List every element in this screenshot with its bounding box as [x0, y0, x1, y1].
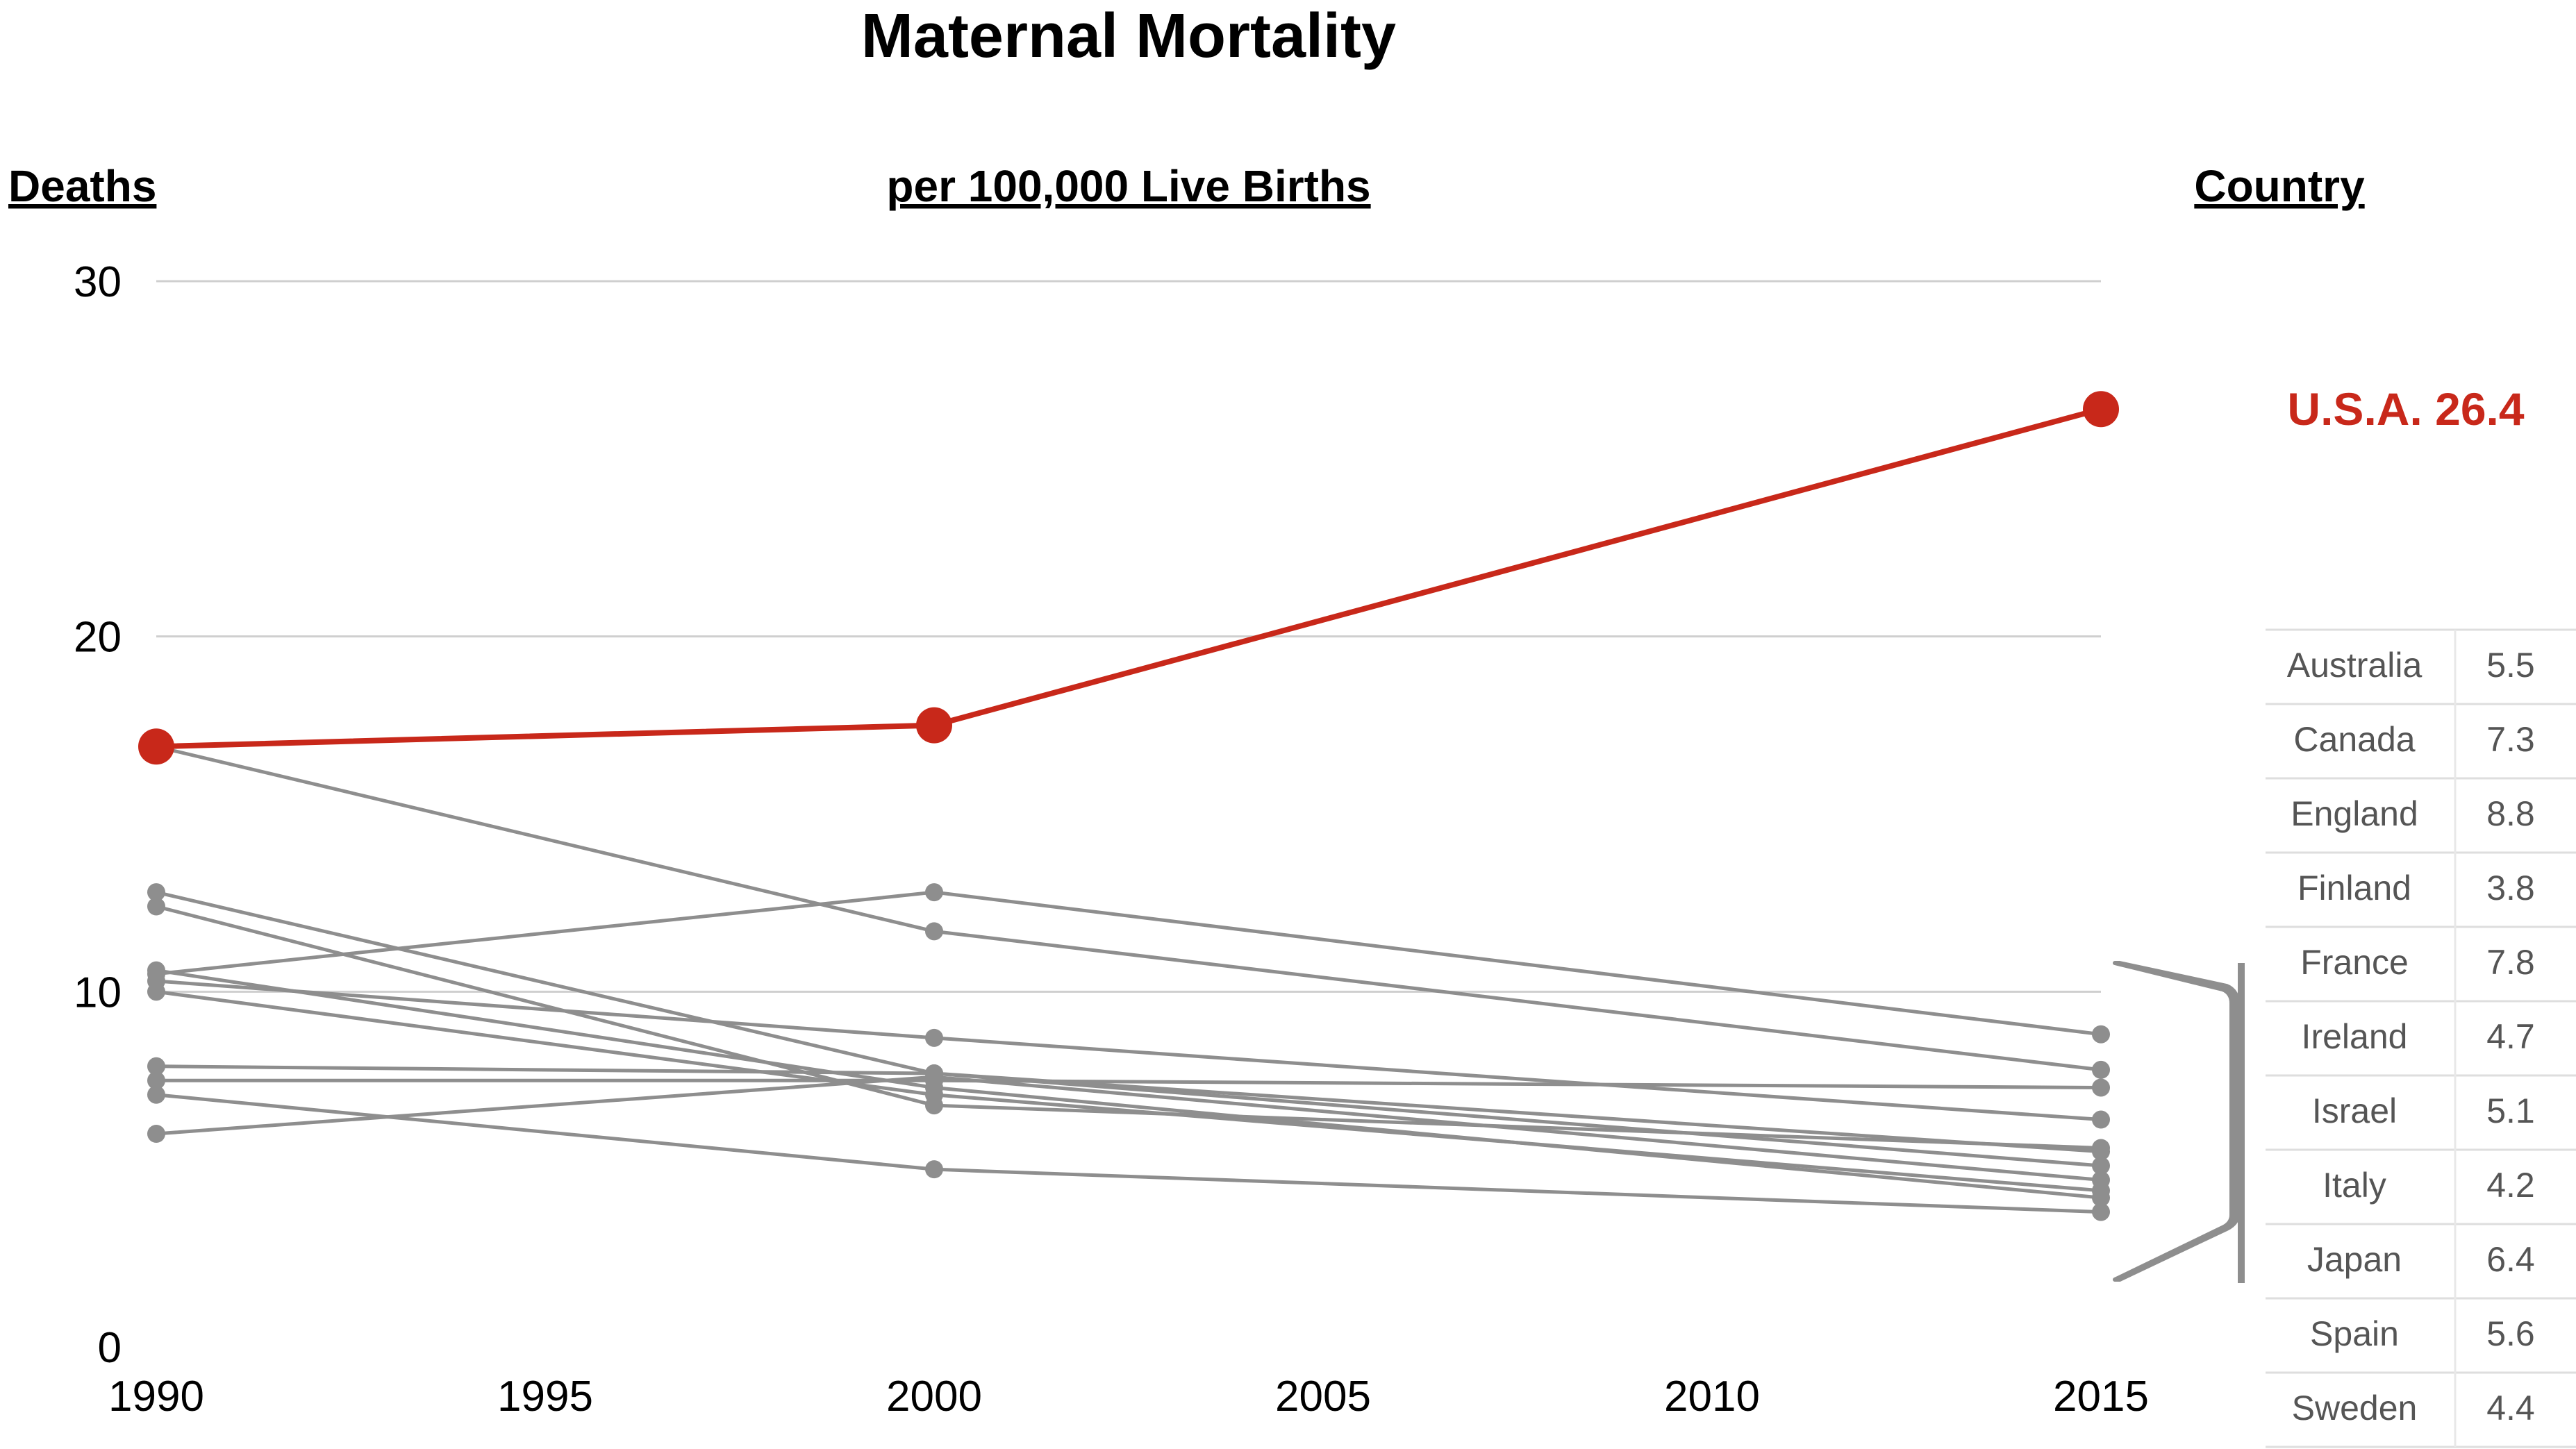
x-tick-label: 2010 — [1664, 1373, 1760, 1421]
point-israel — [147, 883, 165, 902]
table-country: Sweden — [2292, 1389, 2418, 1427]
country-header: Country — [2194, 161, 2365, 211]
y-tick-label: 30 — [74, 258, 122, 306]
table-country: Finland — [2297, 869, 2411, 907]
point-spain — [147, 897, 165, 916]
gridlines — [156, 280, 2101, 993]
series-line-japan — [156, 979, 2102, 1122]
usa-label: U.S.A. 26.4 — [2287, 383, 2524, 435]
country-table: Australia 5.5 Canada 7.3 England 8.8 Finland 3.… — [2266, 628, 2576, 1448]
table-value: 5.5 — [2486, 646, 2535, 685]
table-value: 7.8 — [2486, 943, 2535, 982]
point-france — [925, 922, 943, 941]
point-finland — [2092, 1203, 2110, 1221]
usa-line — [156, 406, 2102, 750]
point-finland — [925, 1160, 943, 1179]
country-bracket — [2113, 961, 2241, 1282]
series-line-ireland — [156, 1075, 2102, 1182]
y-tick-label: 20 — [74, 614, 122, 662]
usa-point — [916, 707, 952, 744]
table-value: 7.3 — [2486, 720, 2535, 759]
point-canada — [2092, 1078, 2110, 1097]
chart-title: Maternal Mortality — [861, 1, 1396, 71]
x-tick-label: 1995 — [497, 1373, 593, 1421]
point-france — [2092, 1060, 2110, 1079]
point-ireland — [147, 1125, 165, 1143]
table-value: 8.8 — [2486, 794, 2535, 833]
x-tick-label: 2000 — [886, 1373, 982, 1421]
x-tick-label: 1990 — [108, 1373, 204, 1421]
table-value: 4.4 — [2486, 1389, 2535, 1427]
table-country: Australia — [2287, 646, 2423, 685]
point-england — [2092, 1025, 2110, 1044]
x-tick-label: 2015 — [2053, 1373, 2149, 1421]
country-series — [147, 737, 2110, 1221]
usa-point — [2083, 391, 2119, 428]
table-country: Spain — [2310, 1314, 2399, 1353]
usa-series — [138, 391, 2119, 765]
chart-subtitle: per 100,000 Live Births — [886, 161, 1370, 211]
table-country: Japan — [2307, 1240, 2402, 1279]
table-value: 4.2 — [2486, 1166, 2535, 1205]
table-value: 5.1 — [2486, 1091, 2535, 1130]
point-england — [925, 883, 943, 902]
point-australia — [147, 1057, 165, 1075]
point-sweden — [2092, 1181, 2110, 1200]
table-value: 4.7 — [2486, 1017, 2535, 1056]
series-line-france — [156, 744, 2102, 1072]
x-axis-ticks: 1990 1995 2000 2005 2010 2015 — [108, 1373, 2149, 1421]
usa-point — [138, 728, 174, 765]
table-country: Italy — [2322, 1166, 2386, 1205]
table-country: France — [2300, 943, 2409, 982]
table-value: 5.6 — [2486, 1314, 2535, 1353]
y-axis-label: Deaths — [8, 161, 156, 211]
table-country: Ireland — [2302, 1017, 2408, 1056]
y-tick-label: 10 — [74, 969, 122, 1016]
table-country: Canada — [2293, 720, 2415, 759]
point-japan — [925, 1028, 943, 1047]
table-country: England — [2291, 794, 2418, 833]
point-japan — [2092, 1110, 2110, 1129]
point-finland — [147, 1085, 165, 1104]
x-tick-label: 2005 — [1275, 1373, 1371, 1421]
series-line-italy — [156, 969, 2102, 1200]
table-country: Israel — [2312, 1091, 2397, 1130]
table-value: 6.4 — [2486, 1240, 2535, 1279]
y-axis-ticks: 0 10 20 30 — [74, 258, 122, 1372]
series-line-sweden — [156, 989, 2102, 1193]
point-sweden — [147, 982, 165, 1001]
table-value: 3.8 — [2486, 869, 2535, 907]
y-tick-label: 0 — [98, 1324, 122, 1372]
point-israel — [2092, 1157, 2110, 1175]
point-israel — [925, 1064, 943, 1083]
point-spain — [2092, 1139, 2110, 1157]
point-sweden — [925, 1085, 943, 1104]
point-canada — [147, 1071, 165, 1090]
